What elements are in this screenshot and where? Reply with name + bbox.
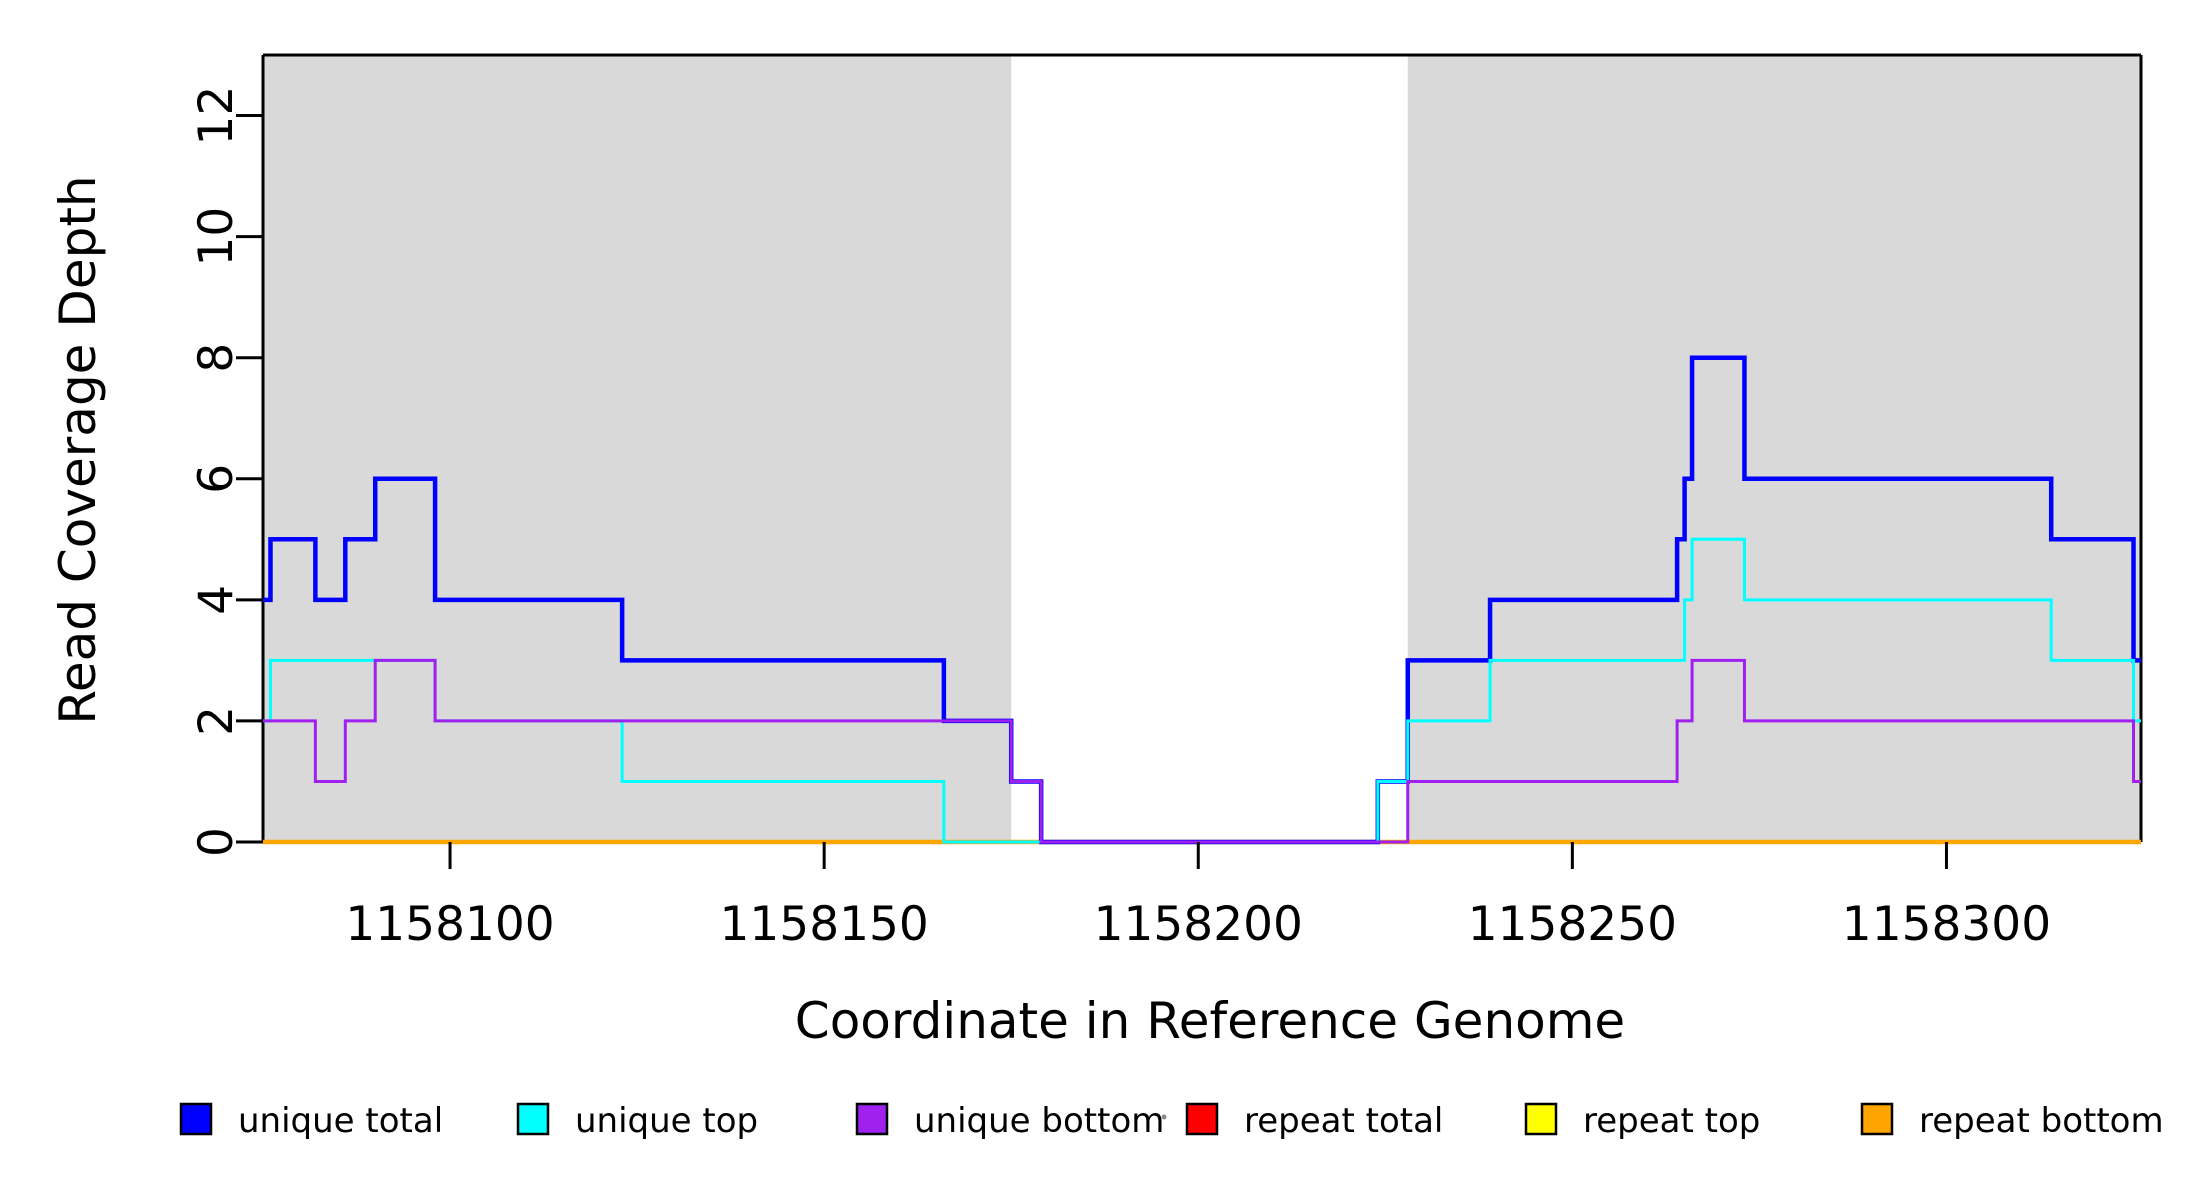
x-tick-label-1158300: 1158300 [1842,897,2051,952]
legend-label-unique-bottom: unique bottom [914,1101,1164,1141]
y-tick-label-8: 8 [189,343,244,373]
y-axis: 0 2 4 6 8 10 12 [189,86,263,857]
legend-label-unique-top: unique top [575,1101,758,1141]
legend-swatch-repeat-top [1524,1102,1558,1136]
shaded-region-2 [1407,55,2141,842]
x-tick-label-1158100: 1158100 [345,897,554,952]
legend-item-repeat-total: repeat total [1185,1101,1443,1141]
shaded-regions [263,55,2141,842]
x-tick-label-1158150: 1158150 [719,897,928,952]
legend-swatch-repeat-total [1185,1102,1219,1136]
y-tick-label-0: 0 [189,827,244,857]
x-axis: 1158100 1158150 1158200 1158250 1158300 [345,842,2051,952]
legend-item-repeat-top: repeat top [1524,1101,1760,1141]
x-axis-title: Coordinate in Reference Genome [795,992,1625,1050]
y-tick-label-10: 10 [189,207,244,267]
legend-swatch-repeat-bottom [1860,1102,1894,1136]
legend-label-repeat-total: repeat total [1244,1101,1443,1141]
legend-swatch-unique-bottom [855,1102,889,1136]
legend-item-unique-top: unique top [516,1101,758,1141]
legend-swatch-unique-total [179,1102,213,1136]
y-tick-label-4: 4 [189,585,244,615]
y-axis-title: Read Coverage Depth [49,175,107,724]
shaded-region-1 [263,55,1012,842]
series-line-unique-bottom [263,658,2141,844]
y-tick-label-12: 12 [189,86,244,146]
legend-swatch-unique-top [516,1102,550,1136]
x-tick-label-1158200: 1158200 [1094,897,1303,952]
series-lines [263,355,2141,845]
legend-item-unique-bottom: unique bottom [855,1101,1164,1141]
y-tick-label-6: 6 [189,464,244,494]
legend-item-repeat-bottom: repeat bottom [1860,1101,2164,1141]
x-tick-label-1158250: 1158250 [1468,897,1677,952]
stray-dot [1161,1114,1167,1120]
legend-label-repeat-top: repeat top [1583,1101,1760,1141]
legend-item-unique-total: unique total [179,1101,443,1141]
legend-label-unique-total: unique total [238,1101,443,1141]
y-tick-label-2: 2 [189,706,244,736]
legend-label-repeat-bottom: repeat bottom [1919,1101,2164,1141]
legend: unique total unique top unique bottom repea… [179,1101,2164,1141]
